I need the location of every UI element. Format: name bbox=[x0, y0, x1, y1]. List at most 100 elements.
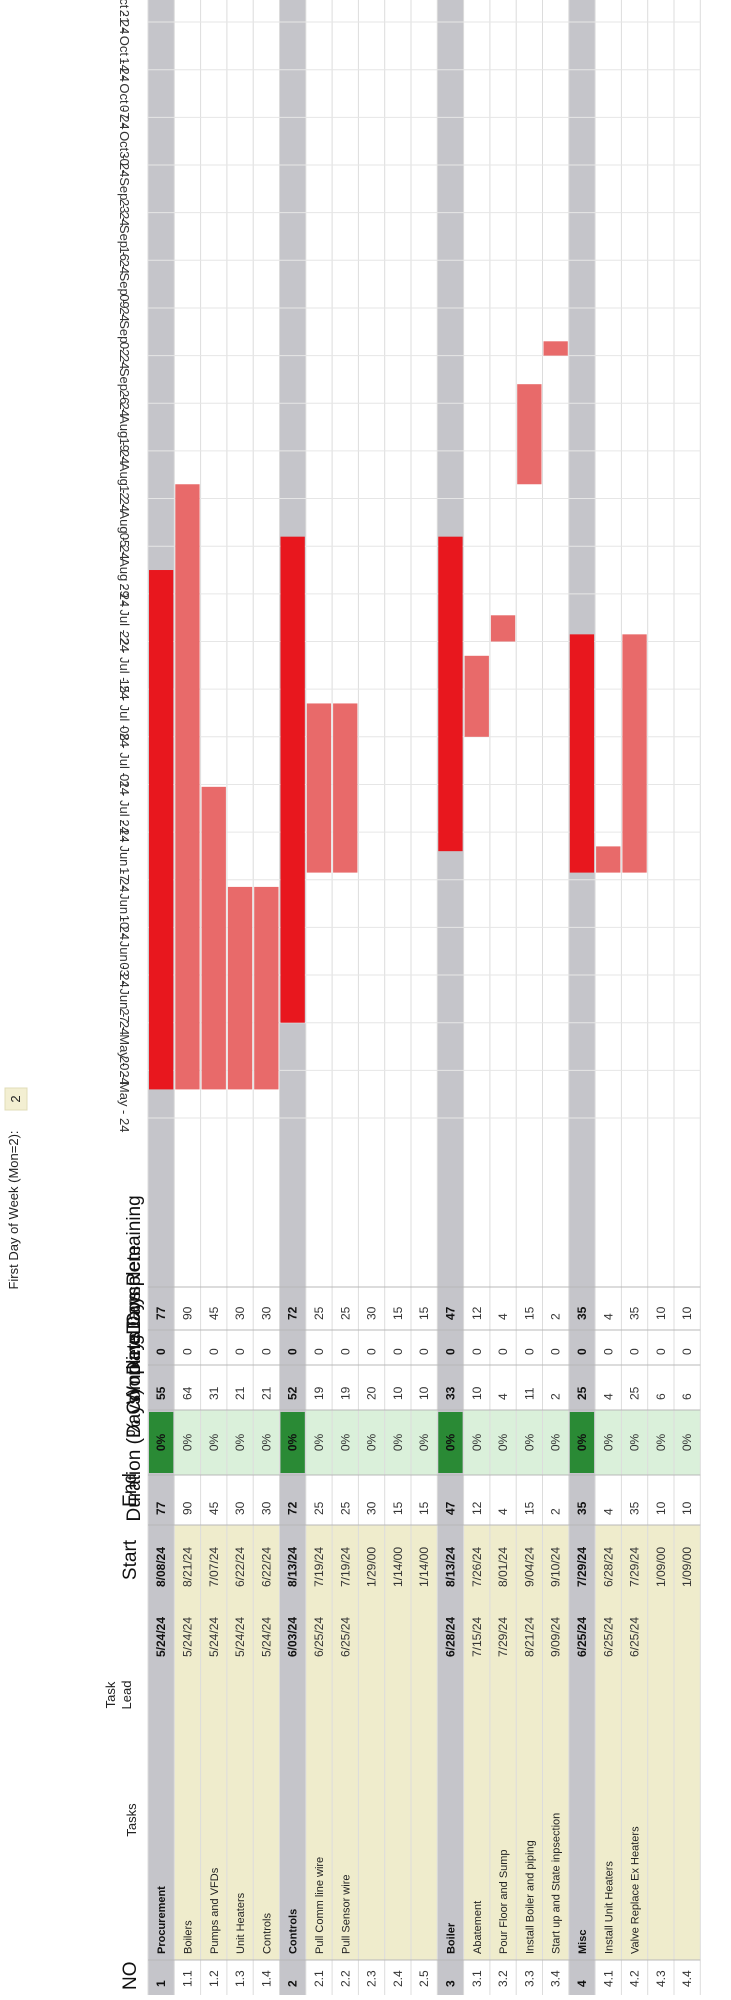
week-date-label: 10 - Jun - 24 bbox=[117, 915, 132, 988]
duration-days: 45 bbox=[207, 1501, 221, 1515]
start-date: 6/25/24 bbox=[628, 1617, 642, 1657]
duration-days: 30 bbox=[233, 1501, 247, 1515]
pct-complete: 0% bbox=[312, 1433, 326, 1451]
week-date-label: 14 - Oct - 24 bbox=[117, 57, 132, 129]
first-day-label: First Day of Week (Mon=2): bbox=[6, 1130, 21, 1289]
days-remaining: 35 bbox=[628, 1306, 642, 1320]
week-date-label: 27 - May - 24 bbox=[117, 1008, 132, 1085]
days-remaining: 15 bbox=[417, 1306, 431, 1320]
end-date: 6/28/24 bbox=[601, 1547, 615, 1587]
gantt-bars bbox=[149, 341, 647, 1090]
week-date-label: 22 - Jul - 24 bbox=[117, 631, 132, 700]
row-number: 1.1 bbox=[180, 1970, 194, 1987]
days-complete-header: Days Complete bbox=[124, 1245, 145, 1375]
pct-complete: 0% bbox=[680, 1433, 694, 1451]
duration-days: 77 bbox=[154, 1501, 168, 1515]
task-gantt-bar bbox=[333, 703, 358, 873]
working-days: 10 bbox=[391, 1386, 405, 1400]
task-gantt-bar bbox=[543, 341, 568, 356]
duration-days: 35 bbox=[628, 1501, 642, 1515]
row-number: 3.2 bbox=[496, 1970, 510, 1987]
start-date: 5/24/24 bbox=[207, 1617, 221, 1657]
week-date-label: 28 - Oct - 24 bbox=[117, 0, 132, 34]
duration-days: 10 bbox=[654, 1501, 668, 1515]
row-number: 4.1 bbox=[601, 1970, 615, 1987]
pct-complete: 0% bbox=[549, 1433, 563, 1451]
phase-pct-cell bbox=[569, 1412, 595, 1473]
first-day-value: 2 bbox=[8, 1095, 23, 1102]
days-remaining: 30 bbox=[365, 1306, 379, 1320]
duration-days: 4 bbox=[496, 1508, 510, 1515]
days-remaining: 45 bbox=[207, 1306, 221, 1320]
task-gantt-bar bbox=[227, 886, 253, 1090]
days-complete: 0 bbox=[443, 1348, 457, 1355]
end-date: 1/14/00 bbox=[391, 1547, 405, 1587]
start-date: 6/25/24 bbox=[312, 1617, 326, 1657]
end-date: 8/08/24 bbox=[154, 1547, 168, 1587]
pct-complete: 0% bbox=[207, 1433, 221, 1451]
cell-text: 1 Procurement 5/24/24 8/08/24 77 0% 55 0 77 1.1 Bo… bbox=[154, 1306, 694, 1987]
start-date: 5/24/24 bbox=[154, 1617, 168, 1657]
row-number: 1.3 bbox=[233, 1970, 247, 1987]
duration-days: 30 bbox=[259, 1501, 273, 1515]
start-date: 8/21/24 bbox=[522, 1617, 536, 1657]
week-date-label: 15 - Jul - 24 bbox=[117, 679, 132, 748]
end-header: End bbox=[120, 1473, 141, 1507]
end-date: 7/29/24 bbox=[575, 1547, 589, 1587]
days-complete: 0 bbox=[259, 1348, 273, 1355]
days-complete: 0 bbox=[233, 1348, 247, 1355]
row-number: 3.4 bbox=[549, 1970, 563, 1987]
start-header: Start bbox=[120, 1539, 141, 1580]
task-name: Controls bbox=[288, 1909, 300, 1954]
days-remaining: 25 bbox=[338, 1306, 352, 1320]
phase-row-band bbox=[568, 0, 596, 1995]
pct-complete: 0% bbox=[391, 1433, 405, 1451]
pct-complete: 0% bbox=[522, 1433, 536, 1451]
row-number: 4.2 bbox=[628, 1970, 642, 1987]
working-days: 55 bbox=[154, 1386, 168, 1400]
pct-complete: 0% bbox=[601, 1433, 615, 1451]
row-number: 4.3 bbox=[654, 1970, 668, 1987]
pct-complete: 0% bbox=[180, 1433, 194, 1451]
days-complete: 0 bbox=[207, 1348, 221, 1355]
task-gantt-bar bbox=[175, 484, 200, 1090]
days-complete: 0 bbox=[522, 1348, 536, 1355]
week-date-label: 19 - Aug - 24 bbox=[117, 437, 132, 511]
days-remaining-header: Days Remaining bbox=[124, 1195, 145, 1334]
duration-days: 90 bbox=[180, 1501, 194, 1515]
task-name: Procurement bbox=[156, 1886, 168, 1954]
first-day-value-cell[interactable] bbox=[4, 1087, 28, 1111]
days-remaining: 2 bbox=[549, 1313, 563, 1320]
days-remaining: 12 bbox=[470, 1306, 484, 1320]
week-date-label: 07 - Oct - 24 bbox=[117, 105, 132, 177]
task-name: Pour Floor and Sump bbox=[498, 1849, 510, 1954]
duration-days: 12 bbox=[470, 1501, 484, 1515]
end-date: 7/29/24 bbox=[628, 1547, 642, 1587]
row-number: 2.3 bbox=[365, 1970, 379, 1987]
days-remaining: 30 bbox=[259, 1306, 273, 1320]
days-complete: 0 bbox=[417, 1348, 431, 1355]
task-gantt-bar bbox=[306, 703, 332, 873]
task-name: Install Boiler and piping bbox=[524, 1840, 536, 1954]
task-gantt-bar bbox=[254, 886, 279, 1090]
start-date: 7/29/24 bbox=[496, 1617, 510, 1657]
task-name: Unit Heaters bbox=[235, 1892, 247, 1954]
duration-days: 10 bbox=[680, 1501, 694, 1515]
days-remaining: 72 bbox=[286, 1306, 300, 1320]
days-remaining: 77 bbox=[154, 1306, 168, 1320]
end-date: 1/29/00 bbox=[365, 1547, 379, 1587]
week-date-label: 05 - Aug - 24 bbox=[117, 533, 132, 607]
end-date: 7/07/24 bbox=[207, 1547, 221, 1587]
phase-pct-cell bbox=[149, 1412, 174, 1473]
working-days: 19 bbox=[312, 1386, 326, 1400]
row-number: 2.5 bbox=[417, 1970, 431, 1987]
start-date: 5/24/24 bbox=[233, 1617, 247, 1657]
task-gantt-bar bbox=[622, 634, 647, 873]
days-remaining: 15 bbox=[522, 1306, 536, 1320]
row-number: 3 bbox=[443, 1980, 457, 1987]
days-complete: 0 bbox=[391, 1348, 405, 1355]
task-name: Misc bbox=[577, 1930, 589, 1954]
days-complete: 0 bbox=[496, 1348, 510, 1355]
start-date: 6/25/24 bbox=[338, 1617, 352, 1657]
pct-complete: 0% bbox=[443, 1433, 457, 1451]
